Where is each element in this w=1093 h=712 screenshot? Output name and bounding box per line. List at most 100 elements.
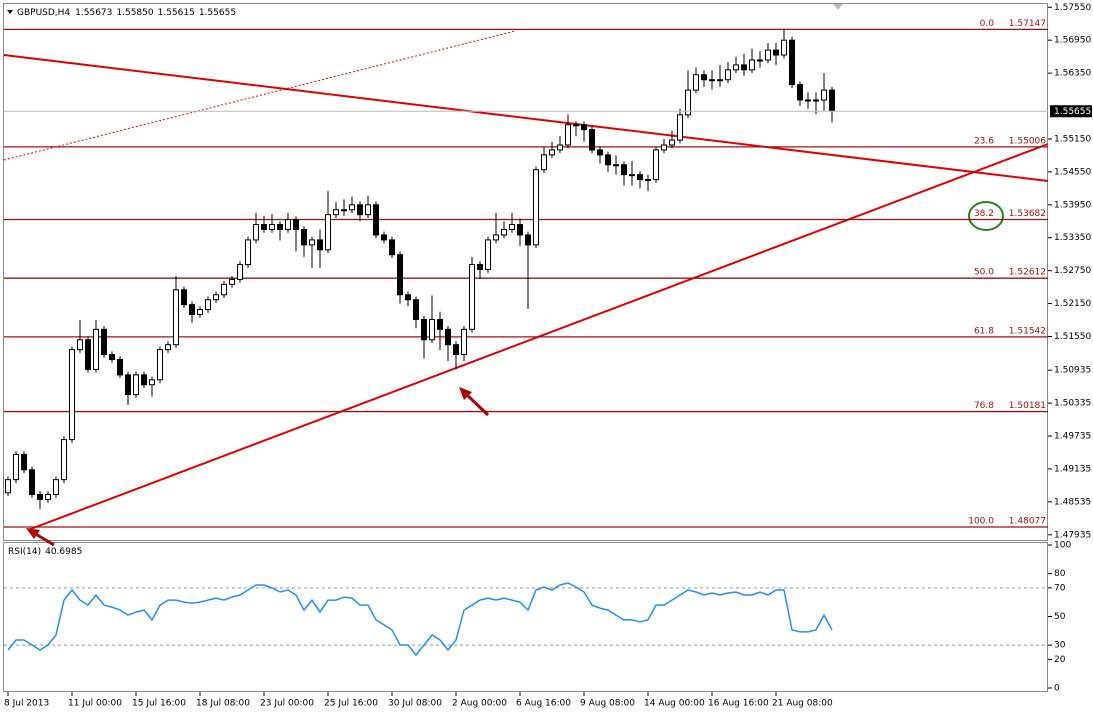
candle-body xyxy=(165,344,171,351)
candle-body xyxy=(109,354,115,361)
candle-body xyxy=(237,264,243,280)
candle-body xyxy=(149,379,155,386)
candle-body xyxy=(653,149,659,181)
candle-body xyxy=(317,239,323,251)
candle-body xyxy=(85,339,91,370)
fib-price-label: 1.57147 xyxy=(1009,19,1046,29)
current-price-label: 1.55655 xyxy=(1054,107,1091,117)
y-tick-label: 1.56950 xyxy=(1054,36,1091,46)
y-tick-label: 30 xyxy=(1054,641,1066,651)
candle-body xyxy=(765,49,771,61)
y-tick-label: 1.50335 xyxy=(1054,399,1091,409)
x-tick-label: 18 Jul 08:00 xyxy=(196,699,250,709)
x-tick-label: 23 Jul 00:00 xyxy=(260,699,314,709)
fib-level-label: 61.8 xyxy=(974,326,994,336)
candle-body xyxy=(213,294,219,301)
x-tick-label: 16 Aug 16:00 xyxy=(708,699,769,709)
y-tick-label: 50 xyxy=(1054,612,1066,622)
candle-body xyxy=(693,74,699,91)
candle-body xyxy=(93,328,99,370)
candle-body xyxy=(245,239,251,266)
candle-body xyxy=(37,493,43,500)
candle-body xyxy=(133,374,139,396)
trend-line xyxy=(3,54,1049,182)
candle-body xyxy=(605,154,611,166)
candle-body xyxy=(53,479,59,495)
candle-body xyxy=(141,374,147,386)
candle-body xyxy=(725,69,731,81)
x-tick-label: 6 Aug 16:00 xyxy=(516,699,571,709)
candle-body xyxy=(661,144,667,151)
candle-body xyxy=(333,209,339,216)
candle-body xyxy=(709,79,715,82)
candle-body xyxy=(293,219,299,230)
rsi-line xyxy=(7,582,833,657)
fib-level-label: 50.0 xyxy=(974,268,994,278)
y-tick-label: 1.51550 xyxy=(1054,332,1091,342)
y-tick-label: 20 xyxy=(1054,655,1066,665)
candle-body xyxy=(205,299,211,311)
ohlc-value: 1.55673 xyxy=(75,8,112,18)
candle-body xyxy=(277,224,283,230)
candle-body xyxy=(469,264,475,330)
candle-body xyxy=(389,239,395,256)
x-tick-label: 2 Aug 00:00 xyxy=(452,699,507,709)
candle-body xyxy=(405,294,411,301)
candle-body xyxy=(589,129,595,151)
rsi-panel xyxy=(3,542,1048,692)
ohlc-value: 1.55655 xyxy=(199,8,236,18)
x-tick-label: 15 Jul 16:00 xyxy=(132,699,186,709)
ohlc-value: 1.55850 xyxy=(116,8,153,18)
x-tick-label: 14 Aug 00:00 xyxy=(644,699,705,709)
candle-body xyxy=(341,209,347,212)
candle-body xyxy=(581,124,587,131)
candle-body xyxy=(805,99,811,102)
candle-body xyxy=(309,239,315,246)
y-tick-label: 1.49735 xyxy=(1054,432,1091,442)
candle-body xyxy=(173,289,179,346)
candle-body xyxy=(429,318,435,341)
candle-body xyxy=(269,224,275,230)
candle-body xyxy=(445,328,451,346)
candle-body xyxy=(45,493,51,500)
current-price-box xyxy=(1050,105,1092,118)
candle-body xyxy=(645,179,651,182)
candle-body xyxy=(69,349,75,441)
candle-body xyxy=(349,204,355,211)
collapse-icon[interactable] xyxy=(833,4,843,10)
candle-body xyxy=(773,49,779,56)
candle-body xyxy=(677,114,683,141)
candle-body xyxy=(253,224,259,241)
candle-body xyxy=(117,359,123,376)
y-tick-label: 1.47935 xyxy=(1054,530,1091,540)
fib-level-label: 38.2 xyxy=(974,209,994,219)
candle-body xyxy=(157,349,163,381)
menu-icon[interactable] xyxy=(7,10,13,14)
candle-body xyxy=(13,453,19,481)
candle-body xyxy=(517,224,523,236)
candle-body xyxy=(413,299,419,320)
candle-body xyxy=(781,39,787,56)
candle-body xyxy=(669,139,675,146)
x-tick-label: 11 Jul 00:00 xyxy=(68,699,122,709)
candle-body xyxy=(821,89,827,101)
y-tick-label: 1.57550 xyxy=(1054,3,1091,13)
fib-price-label: 1.53682 xyxy=(1009,209,1046,219)
y-tick-label: 0 xyxy=(1054,684,1060,694)
candle-body xyxy=(549,149,555,156)
fib-price-label: 1.50181 xyxy=(1009,401,1046,411)
candle-body xyxy=(197,309,203,316)
candle-body xyxy=(637,174,643,181)
y-tick-label: 1.50935 xyxy=(1054,366,1091,376)
ohlc-value: 1.55615 xyxy=(158,8,195,18)
y-tick-label: 1.52150 xyxy=(1054,299,1091,309)
fib-level-label: 0.0 xyxy=(980,19,995,29)
x-tick-label: 25 Jul 16:00 xyxy=(324,699,378,709)
candle-body xyxy=(621,164,627,176)
rsi-last-value: 40.6985 xyxy=(45,547,82,557)
candle-body xyxy=(565,124,571,146)
candle-body xyxy=(397,254,403,296)
candle-body xyxy=(373,204,379,236)
y-tick-label: 1.49135 xyxy=(1054,464,1091,474)
candle-body xyxy=(813,99,819,102)
